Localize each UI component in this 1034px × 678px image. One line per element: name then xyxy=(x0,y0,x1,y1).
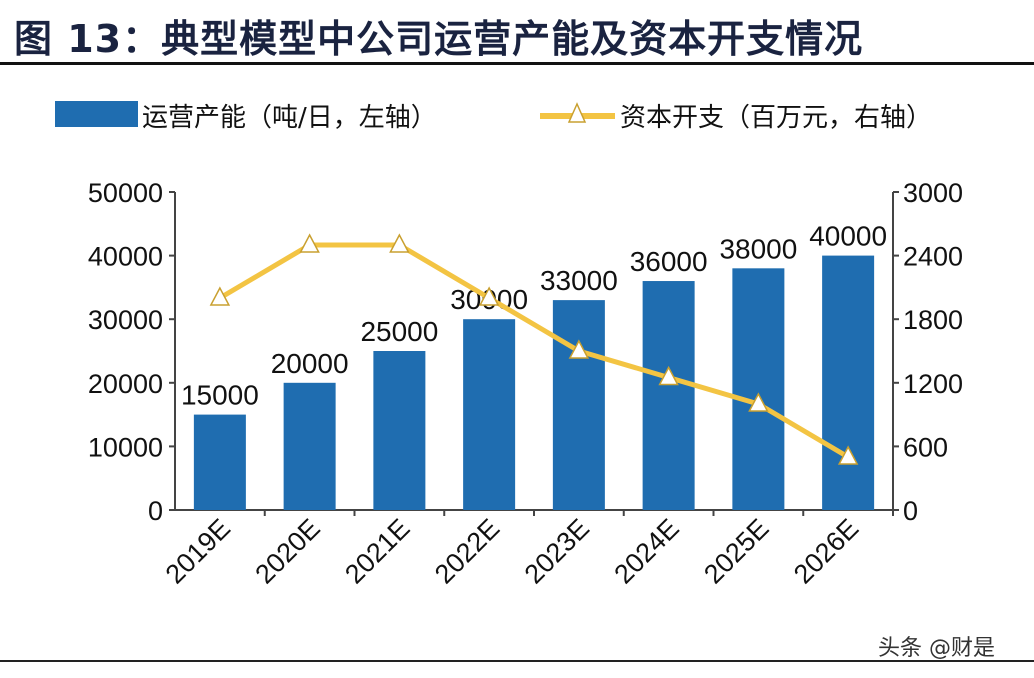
bar-data-label: 33000 xyxy=(540,265,618,296)
bar-data-label: 38000 xyxy=(719,233,797,264)
line-point xyxy=(478,286,500,306)
x-tick-label: 2023E xyxy=(519,513,595,589)
bar xyxy=(463,319,516,510)
legend-marker-triangle xyxy=(567,102,587,123)
line-point xyxy=(389,233,410,253)
bar-data-label: 40000 xyxy=(809,221,887,252)
x-tick-label: 2026E xyxy=(788,513,864,589)
y-left-tick-label: 10000 xyxy=(88,432,163,462)
line-point xyxy=(658,365,679,386)
line-point xyxy=(837,445,859,465)
y-left-tick-label: 40000 xyxy=(88,242,163,272)
x-tick-label: 2020E xyxy=(249,513,325,589)
line-point xyxy=(209,286,231,306)
y-left-tick-label: 50000 xyxy=(88,178,163,208)
x-tick-label: 2021E xyxy=(339,513,415,589)
legend-swatch-bar xyxy=(55,101,138,127)
line-series xyxy=(218,242,850,460)
title-divider xyxy=(0,62,1034,65)
chart-title: 图 13：典型模型中公司运营产能及资本开支情况 xyxy=(14,17,864,61)
x-tick-label: 2019E xyxy=(160,513,236,589)
bar-data-label: 36000 xyxy=(630,246,708,277)
line-point xyxy=(748,392,769,412)
y-right-tick-label: 2400 xyxy=(903,242,963,272)
bar xyxy=(552,300,605,510)
bar xyxy=(193,414,246,510)
bar-data-label: 15000 xyxy=(181,380,259,411)
bar xyxy=(373,351,426,510)
line-point xyxy=(299,233,320,253)
bar xyxy=(822,255,875,510)
x-tick-label: 2025E xyxy=(698,513,774,589)
bar xyxy=(642,281,695,510)
legend-label-line: 资本开支（百万元，右轴） xyxy=(620,103,932,133)
line-point xyxy=(568,339,590,359)
y-right-tick-label: 1200 xyxy=(903,369,963,399)
x-tick-label: 2024E xyxy=(608,513,684,589)
y-right-tick-label: 600 xyxy=(903,432,948,462)
y-right-tick-label: 1800 xyxy=(903,305,963,335)
legend-label-bar: 运营产能（吨/日，左轴） xyxy=(142,103,437,133)
bar-data-label: 20000 xyxy=(271,348,349,379)
bar xyxy=(283,382,336,510)
y-left-tick-label: 30000 xyxy=(88,305,163,335)
y-left-tick-label: 20000 xyxy=(88,369,163,399)
y-left-tick-label: 0 xyxy=(148,496,163,526)
x-tick-label: 2022E xyxy=(429,513,505,589)
y-right-tick-label: 3000 xyxy=(903,178,963,208)
watermark: 头条 @财是 xyxy=(878,636,995,661)
bar xyxy=(732,268,785,510)
bottom-divider xyxy=(0,660,1034,662)
y-right-tick-label: 0 xyxy=(903,496,918,526)
bar-data-label: 25000 xyxy=(360,316,438,347)
